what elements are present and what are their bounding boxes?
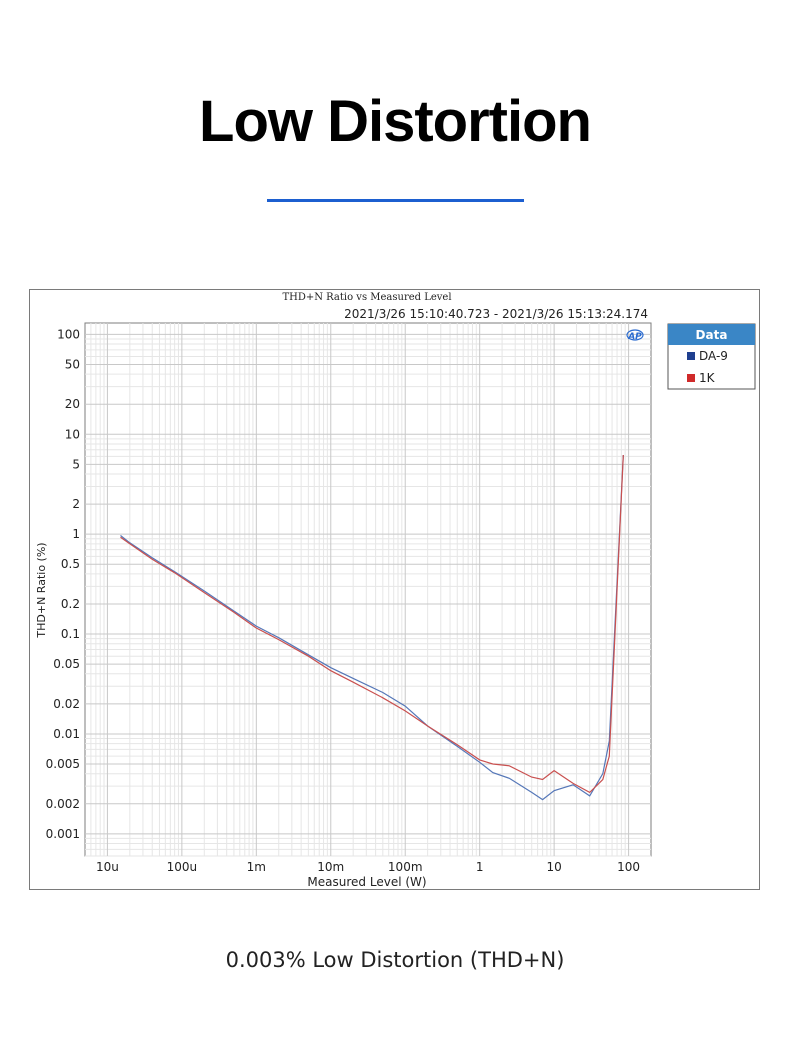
series-layer: [120, 454, 624, 801]
y-axis-label: THD+N Ratio (%): [35, 542, 48, 638]
y-tick-labels: 100 50 20 10 5 2 1 0.5 0.2 0.1 0.05 0.02 0.01 0.005 0.…: [46, 327, 80, 840]
y-tick-label: 0.01: [53, 727, 80, 741]
y-tick-label: 0.05: [53, 657, 80, 671]
y-tick-label: 5: [72, 457, 80, 471]
thd-chart: THD+N Ratio vs Measured Level 2021/3/26 …: [35, 292, 756, 889]
grid-major: [85, 323, 651, 856]
page-title: Low Distortion: [199, 89, 592, 154]
y-tick-label: 0.005: [46, 757, 80, 771]
y-tick-label: 100: [57, 327, 80, 341]
y-tick-label: 20: [65, 397, 80, 411]
y-tick-label: 0.2: [61, 597, 80, 611]
legend-header: Data: [696, 328, 728, 342]
y-tick-label: 10: [65, 427, 80, 441]
legend-swatch-1k: [687, 374, 695, 382]
y-tick-label: 0.001: [46, 827, 80, 841]
y-tick-label: 0.02: [53, 697, 80, 711]
x-tick-label: 100m: [388, 860, 423, 874]
y-tick-label: 50: [65, 357, 80, 371]
chart-frame: THD+N Ratio vs Measured Level 2021/3/26 …: [29, 289, 760, 890]
svg-text:AP: AP: [627, 332, 642, 342]
x-tick-label: 100u: [167, 860, 198, 874]
x-tick-label: 1m: [247, 860, 266, 874]
legend-header-bg: [668, 324, 755, 345]
chart-title: THD+N Ratio vs Measured Level: [282, 292, 451, 303]
legend-swatch-da9: [687, 352, 695, 360]
y-tick-label: 0.002: [46, 797, 80, 811]
x-tick-labels: 10u 100u 1m 10m 100m 1 10 100: [96, 860, 640, 874]
plot-area: [84, 322, 652, 857]
y-tick-label: 2: [72, 497, 80, 511]
y-tick-label: 0.5: [61, 557, 80, 571]
y-tick-label: 0.1: [61, 627, 80, 641]
x-tick-label: 1: [476, 860, 484, 874]
title-divider: [267, 199, 524, 202]
chart-subtitle: 2021/3/26 15:10:40.723 - 2021/3/26 15:13…: [344, 307, 648, 321]
caption: 0.003% Low Distortion (THD+N): [225, 948, 565, 972]
legend: Data DA-9 1K: [667, 323, 756, 390]
y-tick-label: 1: [72, 527, 80, 541]
legend-label-da9: DA-9: [699, 349, 728, 363]
x-tick-label: 10: [546, 860, 561, 874]
series-line-1k: [120, 454, 624, 794]
series-line-da-9: [120, 454, 624, 801]
x-axis-label: Measured Level (W): [307, 875, 426, 889]
legend-label-1k: 1K: [699, 371, 716, 385]
x-tick-label: 10u: [96, 860, 119, 874]
x-tick-label: 10m: [317, 860, 344, 874]
x-tick-label: 100: [617, 860, 640, 874]
ap-logo-icon: AP: [626, 329, 644, 342]
